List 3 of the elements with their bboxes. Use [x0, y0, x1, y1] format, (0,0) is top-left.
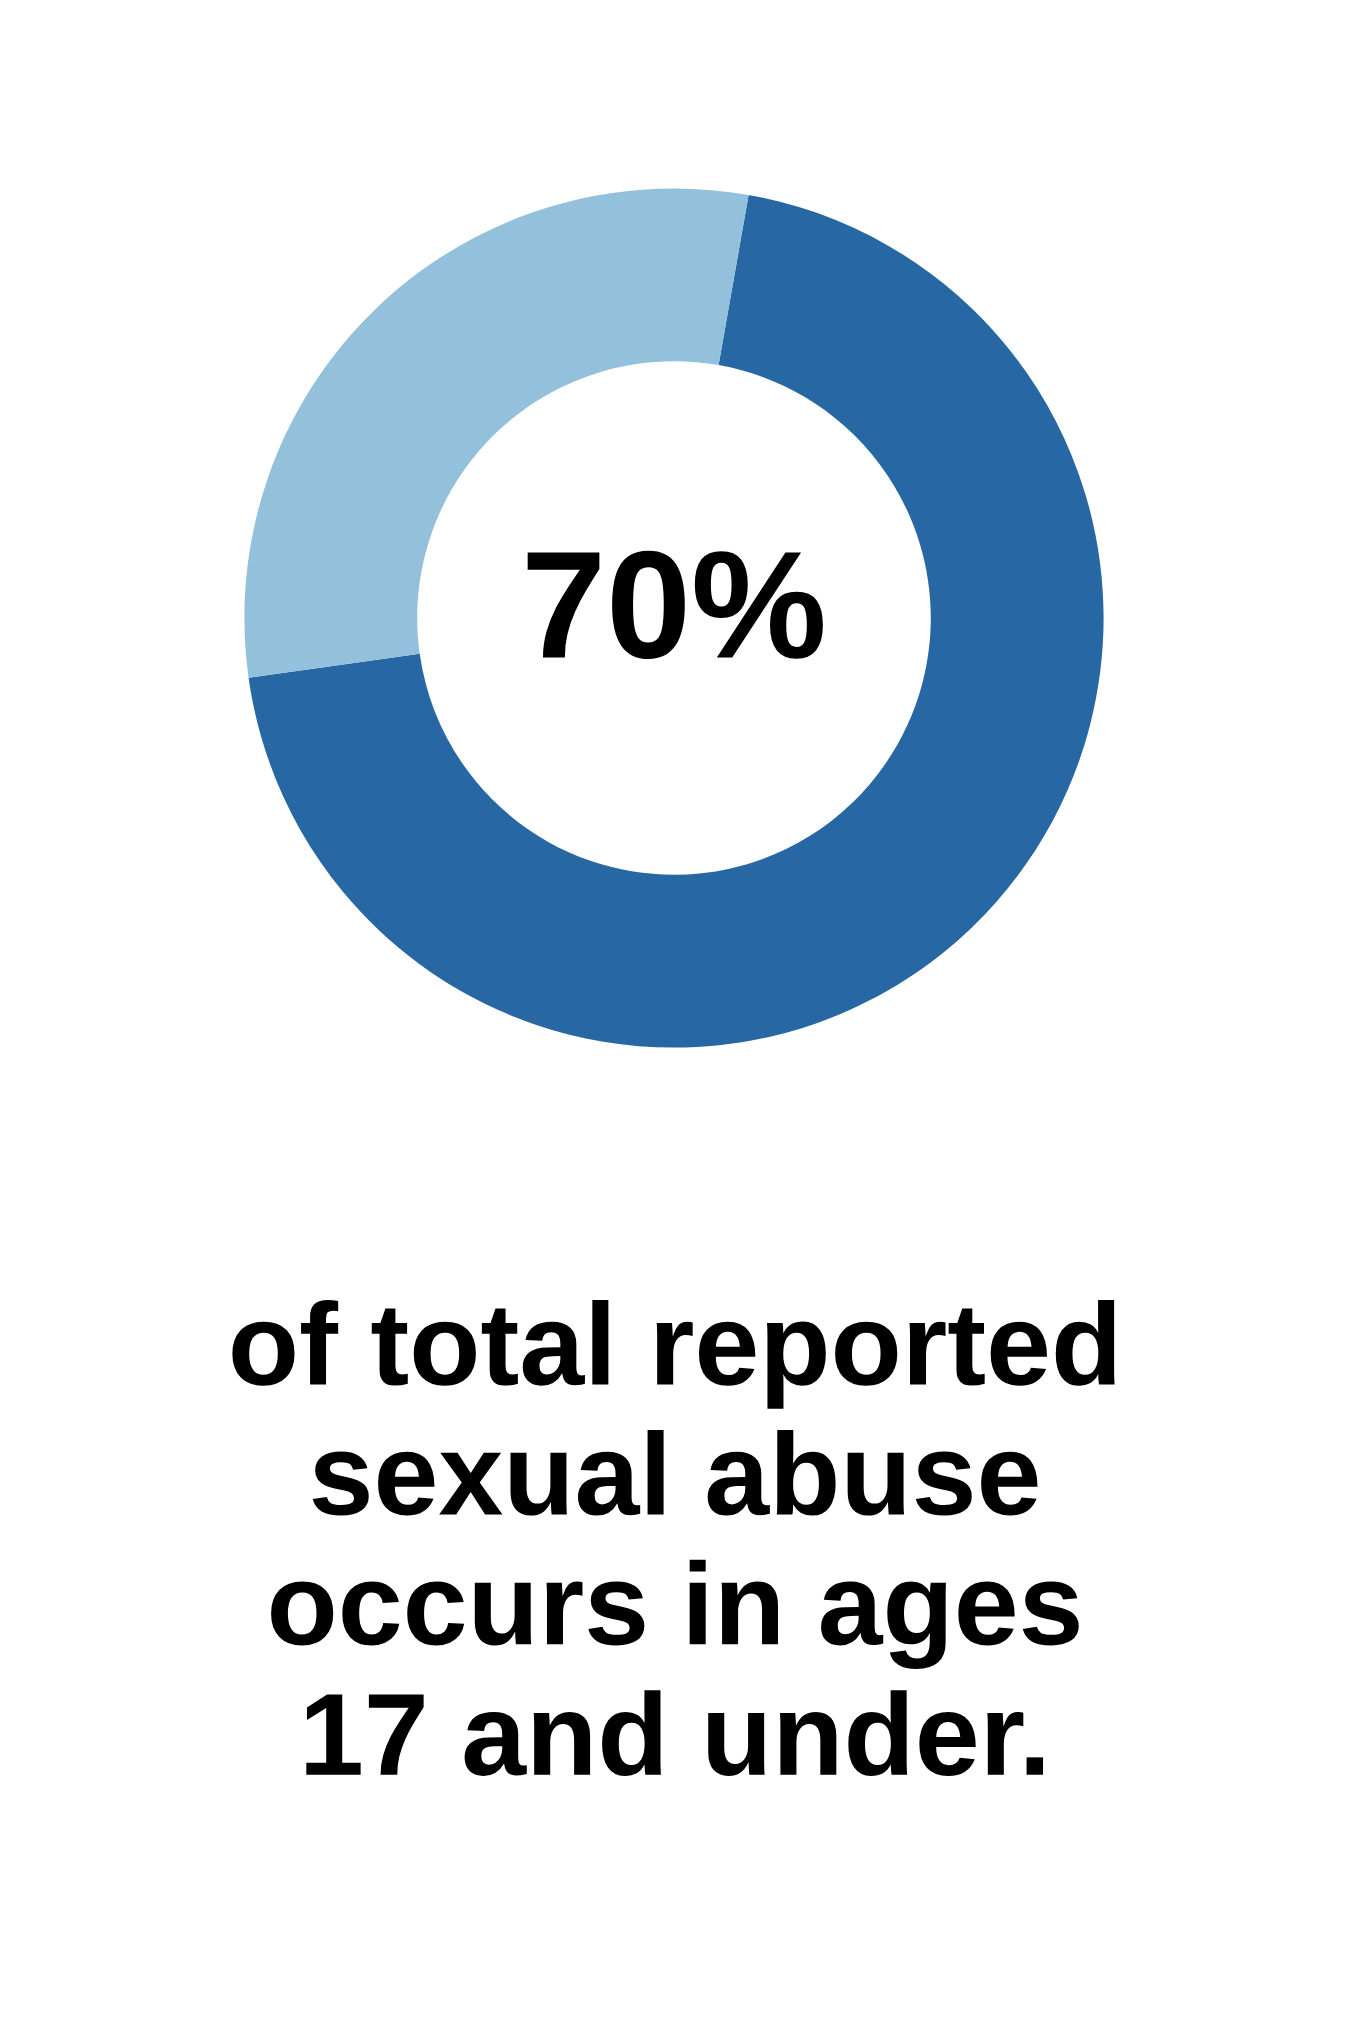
text: 70%	[527, 550, 823, 660]
donut-slice	[248, 194, 1104, 1048]
text: of total reported sexual abuse occurs in ages 17 and under.	[232, 1300, 1115, 1776]
